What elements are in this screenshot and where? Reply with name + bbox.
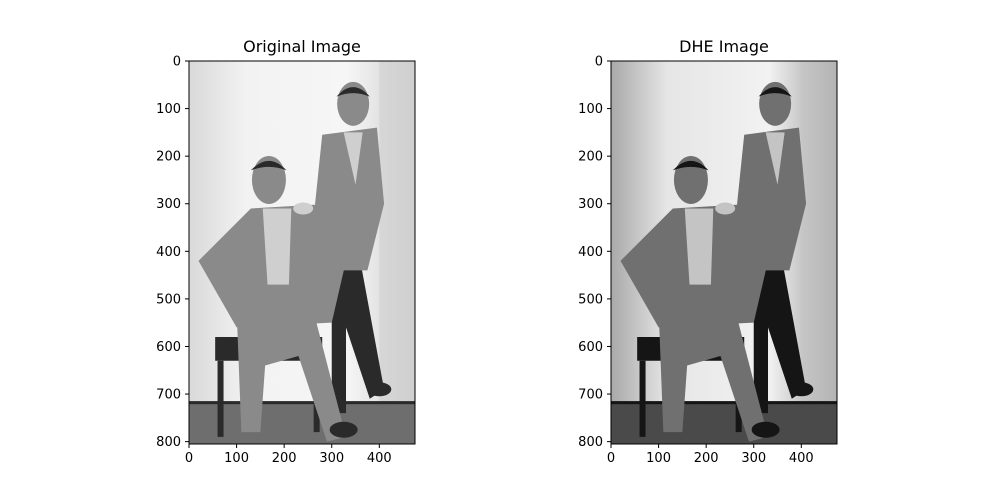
x-tick-label: 400: [789, 451, 814, 466]
x-tick-label: 200: [272, 451, 297, 466]
y-tick-label: 0: [595, 55, 603, 70]
y-tick-label: 700: [578, 388, 603, 403]
x-tick-label: 300: [319, 451, 344, 466]
image-panel-2: DHE Image 0 100 200 300 400 0 100 200 300 400 500 60…: [578, 37, 838, 466]
y-tick-label: 500: [578, 292, 603, 307]
y-tick-label: 200: [578, 150, 603, 165]
axes-frame: [610, 60, 838, 445]
x-tick-label: 100: [646, 451, 671, 466]
x-tick-label: 200: [694, 451, 719, 466]
y-tick-label: 400: [578, 245, 603, 260]
panel-title: Original Image: [243, 37, 361, 56]
y-tick-label: 500: [156, 292, 181, 307]
y-tick-label: 300: [156, 197, 181, 212]
y-tick-label: 100: [578, 102, 603, 117]
y-tick-label: 100: [156, 102, 181, 117]
x-tick-label: 0: [607, 451, 615, 466]
y-tick-label: 600: [578, 340, 603, 355]
y-tick-label: 800: [578, 435, 603, 450]
axes-frame: [188, 60, 416, 445]
photo-image: [189, 61, 415, 444]
photo-image: [611, 61, 837, 444]
y-tick-label: 700: [156, 388, 181, 403]
y-tick-label: 200: [156, 150, 181, 165]
y-tick-label: 0: [173, 55, 181, 70]
image-panel-1: Original Image 0 100 200 300 400 0 100 200 300 400…: [156, 37, 416, 466]
x-tick-label: 300: [741, 451, 766, 466]
y-tick-label: 800: [156, 435, 181, 450]
y-tick-label: 400: [156, 245, 181, 260]
panel-title: DHE Image: [679, 37, 769, 56]
y-tick-label: 300: [578, 197, 603, 212]
x-tick-label: 100: [224, 451, 249, 466]
y-tick-label: 600: [156, 340, 181, 355]
x-tick-label: 0: [185, 451, 193, 466]
x-tick-label: 400: [367, 451, 392, 466]
